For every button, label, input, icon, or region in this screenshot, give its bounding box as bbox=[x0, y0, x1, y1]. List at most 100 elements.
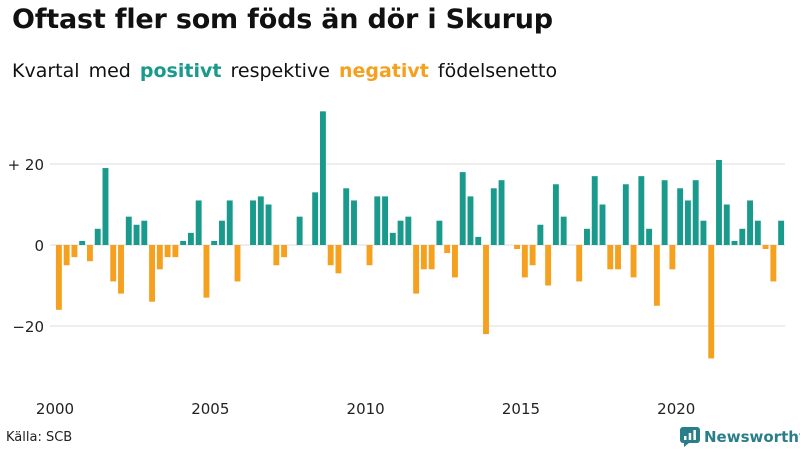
bar bbox=[498, 180, 505, 245]
bar bbox=[195, 200, 202, 245]
brand-logo: Newsworthy bbox=[680, 426, 800, 448]
bar bbox=[257, 196, 264, 245]
bar bbox=[700, 220, 707, 245]
bar bbox=[319, 111, 326, 245]
bar bbox=[397, 220, 404, 245]
bar bbox=[141, 220, 148, 245]
bar bbox=[545, 245, 552, 286]
bar bbox=[684, 200, 691, 245]
bar bbox=[133, 224, 140, 245]
bar bbox=[382, 196, 388, 245]
bar bbox=[622, 184, 629, 245]
subtitle-word: med bbox=[88, 60, 131, 82]
y-tick-label: + 20 bbox=[8, 156, 44, 174]
bar bbox=[716, 159, 722, 245]
bar bbox=[630, 245, 637, 278]
bar bbox=[327, 245, 334, 266]
bar bbox=[226, 200, 233, 245]
subtitle-word: respektive bbox=[230, 60, 330, 82]
source-note: Källa: SCB bbox=[6, 430, 73, 445]
bar bbox=[661, 180, 668, 245]
bar bbox=[420, 245, 427, 270]
bar bbox=[747, 200, 753, 245]
bar bbox=[156, 245, 163, 270]
bar bbox=[203, 245, 210, 298]
bar bbox=[71, 245, 78, 258]
bar bbox=[615, 245, 621, 270]
bar bbox=[180, 240, 187, 245]
bar bbox=[87, 245, 93, 262]
bar bbox=[296, 216, 303, 245]
bar bbox=[778, 220, 785, 245]
bar bbox=[475, 236, 482, 245]
bar bbox=[219, 220, 225, 245]
bar bbox=[405, 216, 412, 245]
bar bbox=[638, 176, 645, 245]
bar bbox=[537, 224, 544, 245]
bar bbox=[281, 245, 288, 258]
bar bbox=[125, 216, 132, 245]
bar bbox=[452, 245, 458, 278]
bar bbox=[770, 245, 777, 282]
bar bbox=[599, 204, 606, 245]
bar bbox=[708, 245, 715, 359]
chart-subtitle: Kvartal med positivt respektive negativt… bbox=[12, 60, 557, 82]
bar bbox=[754, 220, 761, 245]
bar bbox=[459, 172, 466, 245]
bar bbox=[521, 245, 528, 278]
bar bbox=[669, 245, 676, 270]
bar bbox=[677, 188, 684, 245]
bar bbox=[490, 188, 497, 245]
bar bbox=[762, 245, 769, 250]
x-tick-label: 2020 bbox=[657, 400, 695, 418]
bar bbox=[514, 245, 521, 250]
bar bbox=[351, 200, 357, 245]
y-tick-label: 0 bbox=[34, 237, 44, 255]
bar bbox=[444, 245, 451, 254]
bar bbox=[172, 245, 179, 258]
bar bbox=[335, 245, 342, 274]
bar bbox=[265, 204, 272, 245]
bar bbox=[63, 245, 70, 266]
bar bbox=[79, 240, 86, 245]
bar bbox=[723, 204, 730, 245]
bar bbox=[374, 196, 381, 245]
bar bbox=[692, 180, 699, 245]
subtitle-word: Kvartal bbox=[12, 60, 80, 82]
bar bbox=[529, 245, 536, 266]
bar bbox=[312, 192, 319, 245]
bar bbox=[576, 245, 583, 282]
subtitle-positive: positivt bbox=[139, 60, 222, 82]
bar bbox=[646, 228, 653, 245]
bar bbox=[343, 188, 350, 245]
bar bbox=[467, 196, 474, 245]
bar bbox=[118, 245, 124, 294]
bar bbox=[591, 176, 598, 245]
x-tick-label: 2015 bbox=[502, 400, 540, 418]
bar bbox=[164, 245, 171, 258]
y-tick-label: −20 bbox=[12, 318, 44, 336]
bar bbox=[607, 245, 614, 270]
bar bbox=[94, 228, 101, 245]
bar bbox=[428, 245, 435, 270]
x-tick-label: 2005 bbox=[191, 400, 229, 418]
bar bbox=[149, 245, 156, 302]
bar bbox=[250, 200, 256, 245]
bar bbox=[389, 232, 396, 245]
bar bbox=[584, 228, 590, 245]
bar bbox=[273, 245, 280, 266]
bar bbox=[552, 184, 559, 245]
bar bbox=[731, 240, 738, 245]
bar bbox=[211, 240, 218, 245]
bar bbox=[413, 245, 420, 294]
bar bbox=[55, 245, 62, 310]
bar bbox=[560, 216, 567, 245]
bar bbox=[110, 245, 117, 282]
bar bbox=[187, 232, 194, 245]
bar bbox=[366, 245, 373, 266]
x-tick-label: 2000 bbox=[36, 400, 74, 418]
bar bbox=[739, 228, 746, 245]
bar bbox=[234, 245, 241, 282]
bar bbox=[436, 220, 443, 245]
